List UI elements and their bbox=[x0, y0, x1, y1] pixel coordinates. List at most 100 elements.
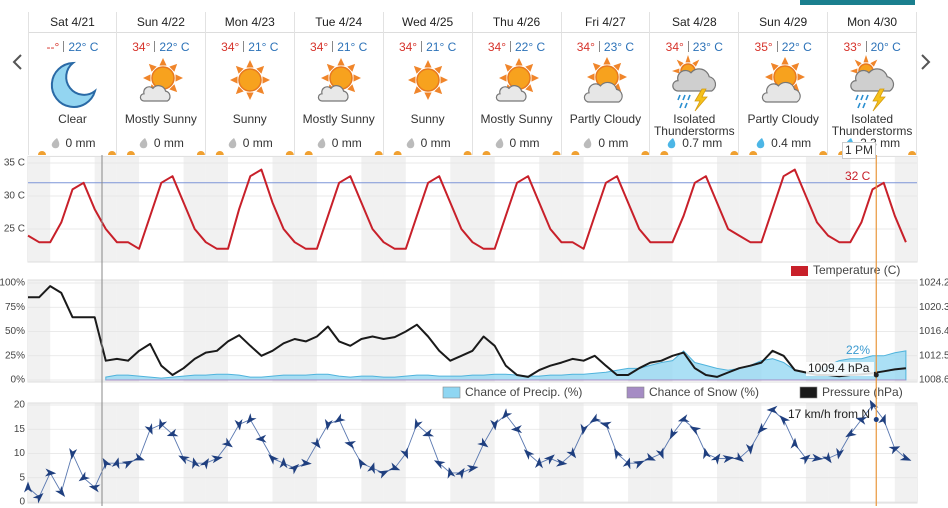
sun-ray bbox=[407, 76, 416, 84]
night-stripe bbox=[272, 403, 295, 503]
y-tick-label: 25 C bbox=[4, 224, 25, 235]
sun-edge bbox=[660, 151, 669, 155]
wind-arrow bbox=[745, 443, 754, 455]
day-date: Sun 4/29 bbox=[739, 12, 828, 33]
drop-icon bbox=[756, 138, 765, 149]
wind-arrow bbox=[836, 447, 845, 460]
wind-arrow bbox=[622, 457, 631, 470]
day-column: Sat 4/21 --° 22° C Clear 0 mm bbox=[28, 12, 117, 155]
sun-ray bbox=[692, 59, 700, 67]
sun-ray bbox=[854, 59, 862, 67]
weather-icon bbox=[139, 58, 183, 102]
condition: Mostly Sunny bbox=[124, 112, 197, 126]
low-temp: 22° C bbox=[68, 40, 99, 54]
sun-ray bbox=[320, 74, 329, 82]
night-stripe bbox=[716, 280, 740, 382]
separator bbox=[243, 41, 245, 52]
precip-row: 0.4 mm bbox=[739, 136, 827, 150]
wind-arrow bbox=[78, 471, 90, 482]
day-temps: 34° 21° C bbox=[295, 39, 383, 55]
night-stripe bbox=[205, 403, 229, 503]
moon bbox=[50, 61, 97, 108]
night-stripe bbox=[539, 403, 562, 503]
y-tick-label: 15 bbox=[14, 424, 26, 435]
readout-bg bbox=[806, 362, 874, 376]
condition: Partly Cloudy bbox=[569, 112, 642, 126]
high-temp: 34° bbox=[221, 40, 240, 54]
sun-disc bbox=[415, 68, 440, 92]
wind-arrow bbox=[455, 467, 465, 480]
separator bbox=[865, 41, 867, 52]
wind-arrow bbox=[580, 423, 589, 436]
wind-arrow bbox=[543, 454, 555, 465]
sun-ray bbox=[246, 60, 254, 68]
wind-arrow bbox=[732, 452, 744, 463]
night-stripe bbox=[294, 280, 317, 382]
wind-arrow bbox=[821, 451, 832, 464]
wind-arrow bbox=[234, 418, 243, 431]
weather-icon bbox=[50, 61, 97, 108]
low-temp: 20° C bbox=[870, 40, 901, 54]
day-column: Sun 4/29 35° 22° C Partly Cloudy 0.4 mm bbox=[739, 12, 829, 155]
y-tick-label: 5 bbox=[19, 472, 25, 483]
sun-ray bbox=[337, 58, 345, 66]
next-arrow[interactable] bbox=[921, 54, 931, 70]
precip-amount: 0 mm bbox=[598, 136, 629, 150]
precip-row: 0 mm bbox=[295, 136, 383, 150]
sun-ray bbox=[765, 73, 773, 81]
previous-arrow[interactable] bbox=[12, 54, 22, 70]
readout-pressure: 1009.4 hPa bbox=[808, 361, 870, 375]
night-stripe bbox=[650, 156, 673, 262]
sun-ray bbox=[413, 86, 422, 95]
sun-ray bbox=[424, 92, 432, 100]
night-stripe bbox=[361, 403, 384, 503]
sun-ray bbox=[791, 83, 800, 92]
legend-label: Chance of Precip. (%) bbox=[465, 385, 582, 399]
wind-arrow bbox=[334, 413, 346, 423]
separator bbox=[332, 41, 334, 52]
wind-arrow bbox=[400, 447, 409, 460]
area bbox=[105, 350, 907, 381]
weather-icon bbox=[762, 57, 806, 103]
drop bbox=[139, 138, 148, 149]
weather-icon bbox=[495, 58, 539, 102]
y2-tick-label: 1020.3 bbox=[919, 302, 948, 313]
y2-tick-label: 1016.4 bbox=[919, 326, 948, 337]
legend-swatch bbox=[791, 266, 808, 276]
rain bbox=[679, 102, 684, 109]
condition: Mostly Sunny bbox=[480, 112, 553, 126]
condition: Mostly Sunny bbox=[302, 112, 375, 126]
wind-arrow bbox=[779, 415, 791, 426]
wind-arrow bbox=[32, 493, 44, 504]
night-stripe bbox=[383, 156, 406, 262]
legend-swatch bbox=[799, 386, 818, 399]
separator bbox=[421, 41, 423, 52]
wind-arrow bbox=[211, 455, 223, 464]
wind-arrow bbox=[388, 462, 401, 471]
sun-ray bbox=[235, 65, 244, 74]
sun-edge bbox=[482, 151, 491, 155]
wind-arrow bbox=[556, 458, 568, 467]
sun-ray bbox=[676, 59, 684, 67]
cloud bbox=[139, 85, 171, 102]
day-temps: 34° 21° C bbox=[206, 39, 294, 55]
sun-ray bbox=[850, 68, 858, 74]
wind-arrow bbox=[166, 428, 179, 437]
day-date: Tue 4/24 bbox=[294, 12, 383, 33]
condition: Partly Cloudy bbox=[747, 112, 819, 126]
sun-ray bbox=[169, 84, 178, 93]
sun-disc bbox=[238, 68, 262, 92]
sun-ray bbox=[433, 65, 442, 74]
sun-disc bbox=[328, 66, 353, 90]
precip-row: 0 mm bbox=[384, 136, 472, 150]
sun-ray bbox=[587, 73, 595, 81]
night-stripe bbox=[94, 280, 117, 382]
sun-ray bbox=[781, 57, 789, 65]
night-stripe bbox=[828, 280, 851, 382]
weather-icon bbox=[584, 57, 628, 103]
sun-edge bbox=[285, 151, 294, 155]
wind-arrow bbox=[869, 399, 879, 412]
day-temps: 34° 22° C bbox=[117, 39, 205, 55]
night-stripe bbox=[739, 280, 762, 382]
tab[interactable] bbox=[800, 0, 915, 5]
